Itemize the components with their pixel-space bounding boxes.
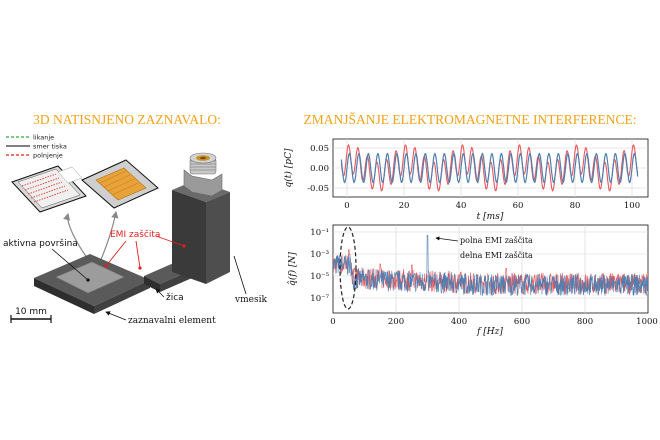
leader-emi-1	[105, 240, 127, 267]
layer-electrode-image	[11, 165, 87, 213]
time-plot: 0.05 0.00 -0.05 0 20 40 60 80 100 t [ms]…	[283, 138, 649, 222]
sensor-3d-render	[34, 152, 230, 314]
dot-active-surface	[86, 278, 90, 282]
dot-emi-2	[138, 266, 142, 270]
dot-emi-3	[182, 244, 186, 248]
annotation-full-emi: polna EMI zaščita	[460, 236, 533, 245]
print-legend: likanje smer tiska polnjenje	[6, 134, 67, 160]
label-emi-shield: EMI zaščita	[110, 229, 160, 240]
spectrum-plot-ylabel: q̂(f) [N]	[287, 252, 298, 286]
annotation-partial-emi: delna EMI zaščita	[460, 251, 533, 260]
leader-sensing-element	[105, 311, 127, 321]
leader-emi-2	[135, 240, 141, 269]
xtick-bot-1: 200	[388, 317, 404, 327]
series-full-emi	[340, 152, 639, 184]
legend-label-smer: smer tiska	[33, 143, 67, 151]
ytick-top-1: 0.00	[310, 164, 329, 174]
xtick-bot-3: 600	[514, 317, 530, 327]
dot-emi-1	[104, 264, 108, 268]
spectrum-plot: 10⁻¹ 10⁻³ 10⁻⁵ 10⁻⁷ 0 200 400 600 800 10…	[287, 224, 658, 337]
spectrum-plot-frame	[332, 224, 649, 314]
label-sensing-element: zaznavalni element	[128, 316, 216, 326]
xtick-bot-4: 800	[577, 317, 593, 327]
ytick-bot-0: 10⁻¹	[310, 228, 329, 238]
ytick-top-2: -0.05	[307, 184, 329, 194]
arrow-to-layer-2	[99, 210, 119, 263]
spectrum-full-emi	[333, 235, 648, 297]
right-panel-title: ZMANJŠANJE ELEKTROMAGNETNE INTERFERENCE:	[304, 112, 637, 127]
xtick-bot-5: 1000	[636, 317, 658, 327]
time-plot-xlabel: t [ms]	[477, 212, 504, 222]
time-plot-ylabel: q(t) [pC]	[283, 148, 294, 187]
leader-emi-3	[155, 235, 185, 247]
spectrum-plot-xlabel: f [Hz]	[476, 327, 503, 337]
legend-label-polnjenje: polnjenje	[33, 152, 63, 160]
legend-label-likanje: likanje	[33, 134, 54, 142]
ytick-top-0: 0.05	[310, 144, 329, 154]
xtick-top-2: 40	[456, 201, 467, 211]
xtick-top-3: 60	[513, 201, 524, 211]
leader-connector	[233, 255, 247, 295]
low-frequency-highlight	[339, 226, 357, 310]
xtick-bot-0: 0	[330, 317, 335, 327]
label-connector: vmesik	[234, 295, 267, 305]
annotation-full-arrow	[435, 236, 459, 242]
arrow-to-layer-1	[63, 212, 91, 263]
ytick-bot-2: 10⁻⁵	[310, 272, 329, 282]
xtick-bot-2: 400	[451, 317, 467, 327]
left-panel-title: 3D NATISNJENO ZAZNAVALO:	[33, 112, 221, 127]
xtick-top-1: 20	[399, 201, 410, 211]
label-wire: žica	[166, 293, 184, 303]
leader-wire	[155, 288, 165, 298]
leader-active-surface	[51, 248, 89, 281]
xtick-top-4: 80	[570, 201, 581, 211]
xtick-top-5: 100	[624, 201, 640, 211]
scale-bar-label: 10 mm	[15, 307, 47, 317]
xtick-top-0: 0	[344, 201, 349, 211]
layer-shield-image	[81, 159, 159, 209]
ytick-bot-1: 10⁻³	[310, 250, 329, 260]
ytick-bot-3: 10⁻⁷	[310, 294, 329, 304]
label-active-surface: aktivna površina	[3, 238, 78, 249]
